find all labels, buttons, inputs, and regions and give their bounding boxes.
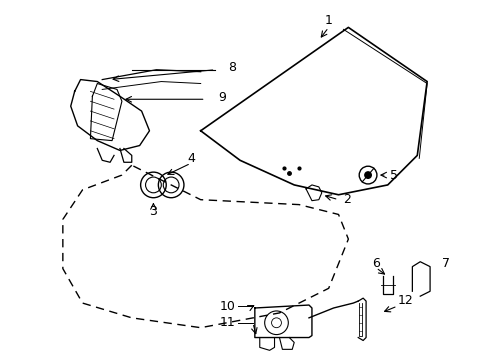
Text: 9: 9 — [218, 91, 226, 104]
Circle shape — [364, 171, 371, 179]
Text: 4: 4 — [186, 152, 194, 165]
Text: 10: 10 — [219, 300, 235, 312]
Text: 3: 3 — [149, 205, 157, 218]
Text: 8: 8 — [228, 61, 236, 74]
Text: 12: 12 — [397, 294, 412, 307]
Text: 1: 1 — [324, 14, 332, 27]
Text: 7: 7 — [441, 257, 449, 270]
Text: 11: 11 — [219, 316, 235, 329]
Text: 6: 6 — [371, 257, 379, 270]
Text: 5: 5 — [389, 168, 397, 181]
Text: 2: 2 — [343, 193, 350, 206]
